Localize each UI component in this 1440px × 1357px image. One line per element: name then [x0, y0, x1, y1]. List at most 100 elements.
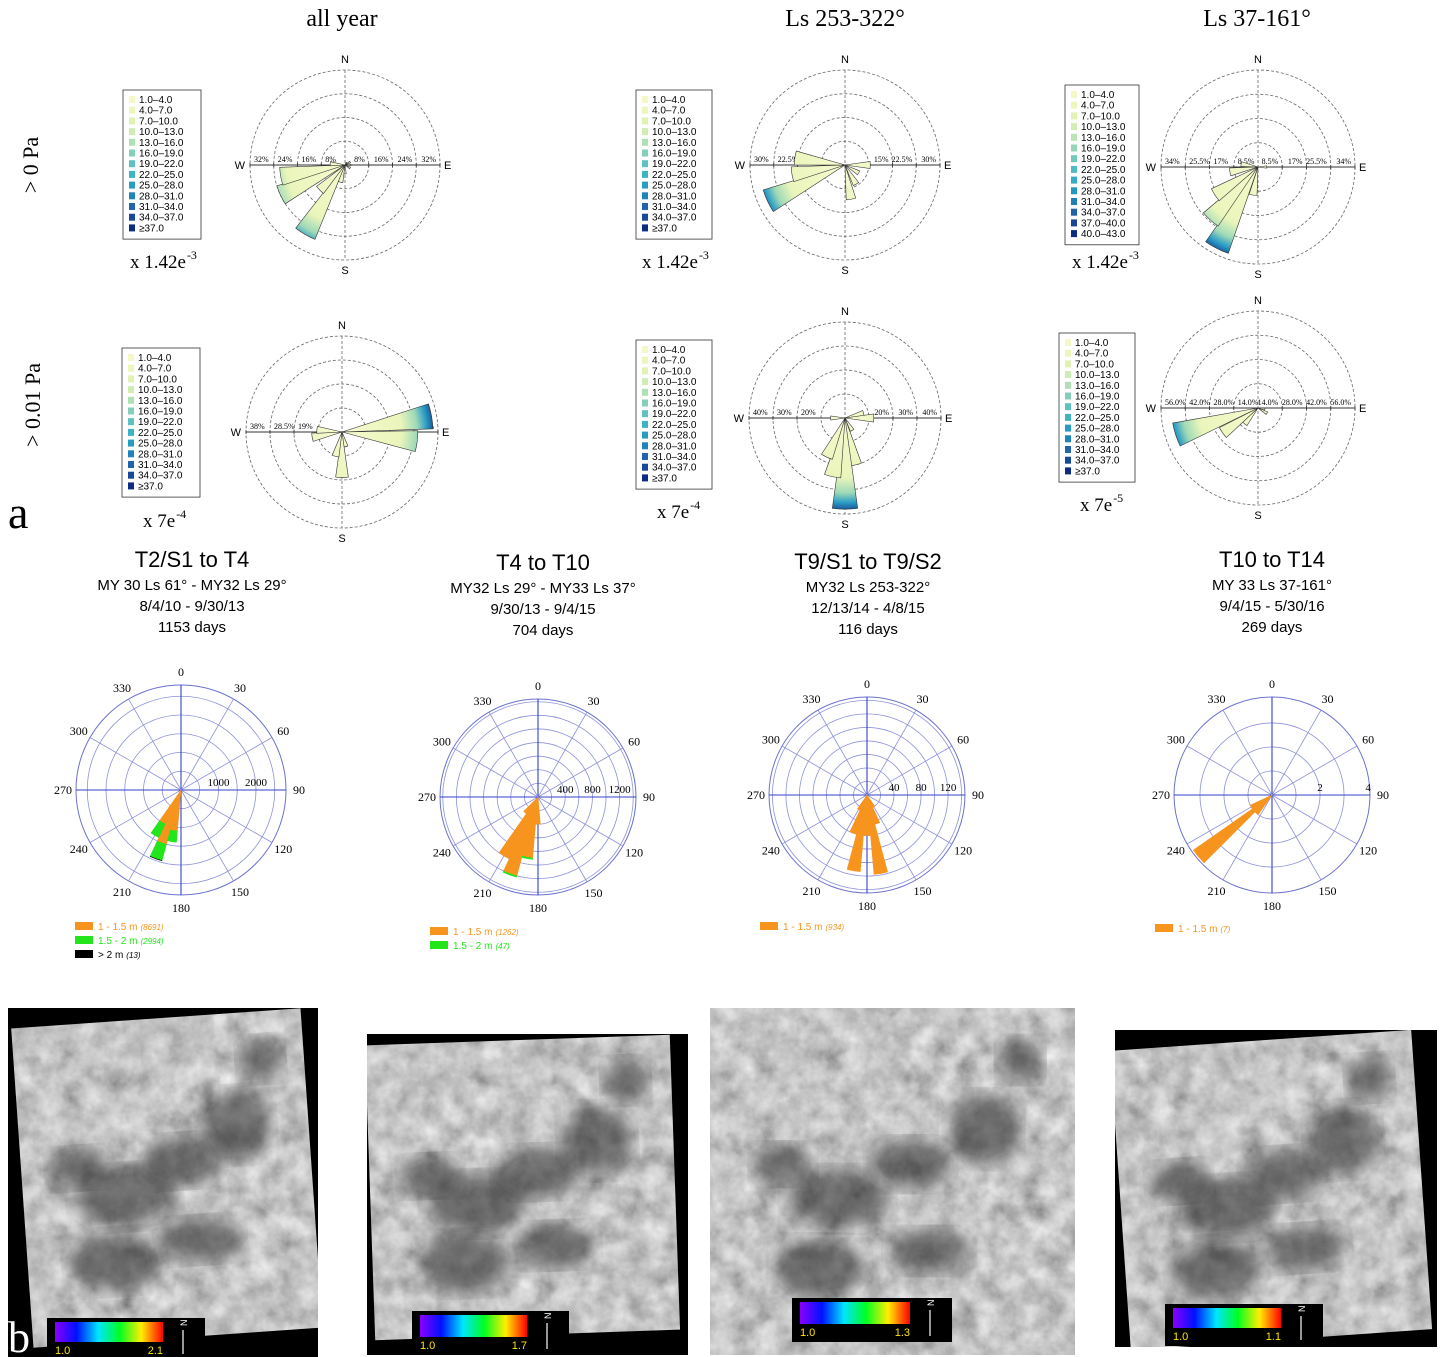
colorbar-max: 1.3 [895, 1327, 910, 1339]
angle-label: 0 [864, 677, 870, 691]
dune-patch [949, 1094, 1019, 1164]
legend-label: 1.0–4.0 [652, 345, 686, 356]
angle-label: 240 [1167, 844, 1185, 858]
legend-swatch [128, 408, 134, 415]
column-title: all year [306, 6, 377, 32]
angle-label: 30 [588, 694, 600, 708]
legend-swatch [642, 357, 648, 364]
spoke [129, 699, 182, 790]
legend-label: 1.5 - 2 m [453, 941, 492, 952]
plot-subtitle: 9/4/15 - 5/30/16 [1219, 598, 1324, 615]
angle-label: 90 [972, 788, 984, 802]
legend-label: ≥37.0 [652, 473, 677, 484]
legend-swatch [1071, 112, 1077, 119]
colorbar-min: 1.0 [800, 1327, 815, 1339]
legend-swatch [1071, 187, 1077, 194]
legend-label: 34.0–37.0 [652, 213, 697, 224]
legend-label: ≥37.0 [138, 481, 163, 492]
legend-label: 22.0–25.0 [139, 170, 184, 181]
compass-label: E [442, 427, 449, 439]
plot-subtitle: MY 33 Ls 37-161° [1212, 577, 1332, 594]
angle-label: 30 [1322, 692, 1334, 706]
legend-label: 28.0–31.0 [139, 191, 184, 202]
petal [330, 162, 345, 166]
ring-label: 30% [754, 155, 769, 164]
compass-label: N [1254, 54, 1262, 66]
colorbar-min: 1.0 [55, 1345, 70, 1357]
legend-label: 16.0–19.0 [652, 399, 697, 410]
ring-label: 8% [354, 155, 365, 164]
plot-subtitle: MY 30 Ls 61° - MY32 Ls 29° [97, 577, 286, 594]
dune-patch [775, 1238, 865, 1298]
legend-label: 7.0–10.0 [138, 374, 177, 385]
scale-exponent: -3 [699, 248, 709, 262]
dune-patch [753, 1144, 813, 1184]
legend-label: 1.0–4.0 [652, 95, 686, 106]
legend-label: 4.0–7.0 [1081, 101, 1115, 112]
legend-swatch [129, 203, 135, 210]
compass-label: E [1359, 162, 1366, 174]
legend-count: (7) [1220, 925, 1230, 934]
legend-label: 10.0–13.0 [1081, 122, 1126, 133]
angle-label: 90 [293, 783, 305, 797]
ring-label: 56.0% [1330, 398, 1351, 407]
legend-count: (1262) [495, 928, 518, 937]
legend-label: 13.0–16.0 [138, 396, 183, 407]
plot-title: T10 to T14 [1219, 547, 1325, 572]
legend-swatch [1065, 403, 1071, 410]
compass-label: E [945, 413, 952, 425]
legend-count: (13) [126, 951, 141, 960]
ring-label: 42.0% [1189, 398, 1210, 407]
plot-subtitle: 704 days [513, 622, 574, 639]
spoke [1223, 795, 1272, 880]
legend-label: 7.0–10.0 [652, 366, 691, 377]
legend-swatch [129, 96, 135, 103]
legend-label: 40.0–43.0 [1081, 229, 1126, 240]
angle-label: 60 [1362, 733, 1374, 747]
legend-label: 16.0–19.0 [139, 149, 184, 160]
colorbar [55, 1322, 163, 1342]
legend-swatch [1065, 446, 1071, 453]
legend-swatch [129, 214, 135, 221]
dune-patch [889, 1229, 969, 1273]
ring-label: 16% [302, 155, 317, 164]
spoke [181, 790, 234, 881]
colorbar [800, 1302, 910, 1324]
scale-factor: x 7e [143, 511, 175, 532]
petal [794, 151, 845, 165]
legend-label: 25.0–28.0 [652, 431, 697, 442]
legend-swatch [1071, 198, 1077, 205]
legend-swatch [129, 160, 135, 167]
plot-title: T4 to T10 [496, 550, 590, 575]
ring-label: 24% [398, 155, 413, 164]
ring-label: 20% [874, 408, 889, 417]
angle-label: 150 [914, 884, 932, 898]
legend-swatch [1071, 123, 1077, 130]
legend-label: 22.0–25.0 [138, 428, 183, 439]
angle-label: 210 [803, 884, 821, 898]
spoke [1187, 746, 1272, 795]
legend-label: 37.0–40.0 [1081, 218, 1126, 229]
angle-label: 120 [625, 846, 643, 860]
north-label: N [179, 1320, 189, 1327]
legend-swatch [1155, 924, 1173, 932]
legend-swatch [1071, 230, 1077, 237]
terrain-image: 1.02.1N [8, 1008, 323, 1357]
ring-label: 40% [753, 408, 768, 417]
spoke [1272, 795, 1321, 880]
legend-swatch [128, 450, 134, 457]
legend-label: 1.0–4.0 [139, 95, 173, 106]
plot-title: T9/S1 to T9/S2 [794, 549, 942, 574]
scale-exponent: -3 [1129, 248, 1139, 262]
angle-label: 120 [954, 844, 972, 858]
legend-swatch [1071, 209, 1077, 216]
terrain [365, 1035, 680, 1340]
legend-label: 19.0–22.0 [652, 409, 697, 420]
legend-label: ≥37.0 [139, 223, 164, 234]
ring-label: 56.0% [1165, 398, 1186, 407]
ring-label: 28.5% [274, 422, 295, 431]
angle-label: 150 [1319, 884, 1337, 898]
petal [342, 404, 433, 432]
spoke [1272, 710, 1321, 795]
legend-label: 34.0–37.0 [139, 213, 184, 224]
